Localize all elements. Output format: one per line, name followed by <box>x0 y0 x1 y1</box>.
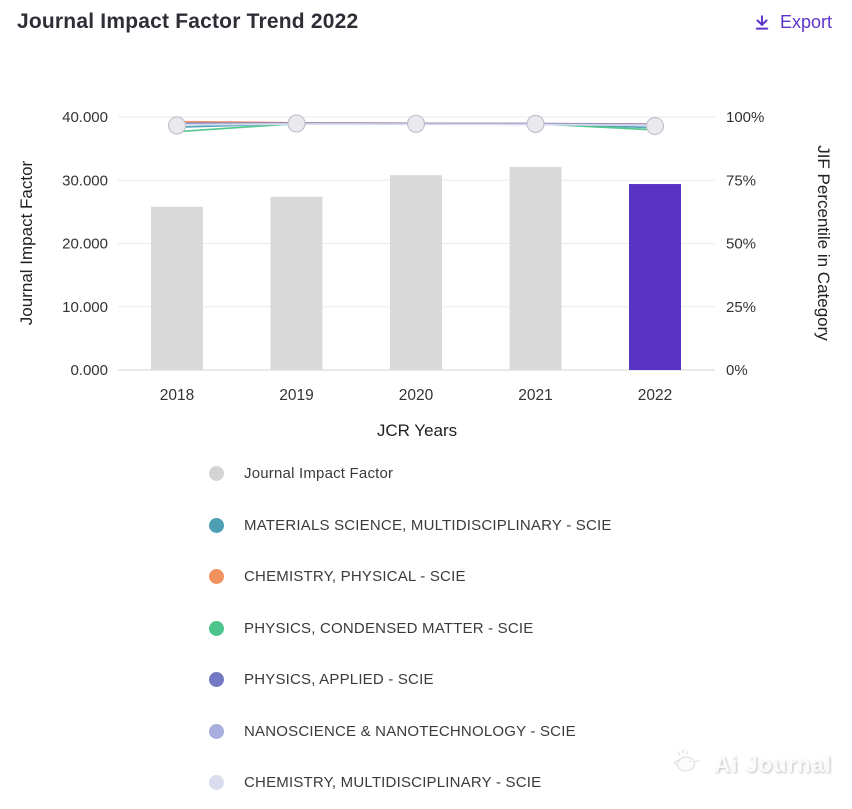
download-icon <box>753 14 771 32</box>
legend-item[interactable]: Journal Impact Factor <box>209 448 612 500</box>
x-axis-title: JCR Years <box>377 421 457 440</box>
year-marker-2018[interactable] <box>167 116 187 135</box>
legend-item[interactable]: CHEMISTRY, PHYSICAL - SCIE <box>209 551 612 603</box>
export-button[interactable]: Export <box>749 10 836 35</box>
jif-bar-2022[interactable] <box>629 184 681 370</box>
right-axis-tick: 75% <box>726 172 756 189</box>
legend-item[interactable]: MATERIALS SCIENCE, MULTIDISCIPLINARY - S… <box>209 500 612 552</box>
watermark-label: Ai Journal <box>714 751 832 777</box>
chart-legend: Journal Impact Factor MATERIALS SCIENCE, … <box>209 448 612 809</box>
right-axis-title: JIF Percentile in Category <box>814 145 833 341</box>
legend-dot <box>209 723 224 739</box>
year-marker-2022[interactable] <box>645 116 665 136</box>
year-marker-2019[interactable] <box>287 114 306 133</box>
x-axis-tick: 2018 <box>160 387 194 404</box>
left-axis-tick: 0.000 <box>70 362 108 379</box>
jif-bar-2018[interactable] <box>151 206 203 370</box>
left-axis-tick: 40.000 <box>62 109 108 126</box>
jif-trend-chart[interactable]: 40.000 30.000 20.000 10.000 0.000 100% 75% 50% 2… <box>0 60 852 452</box>
legend-dot <box>209 620 224 636</box>
left-axis-tick: 10.000 <box>62 299 108 316</box>
legend-dot <box>209 466 224 482</box>
legend-dot <box>209 775 224 791</box>
legend-item[interactable]: PHYSICS, APPLIED - SCIE <box>209 654 612 706</box>
legend-item[interactable]: CHEMISTRY, MULTIDISCIPLINARY - SCIE <box>209 757 612 809</box>
legend-dot <box>209 672 224 688</box>
right-axis-tick: 0% <box>726 362 748 379</box>
year-marker-2021[interactable] <box>526 114 545 133</box>
legend-item[interactable]: NANOSCIENCE & NANOTECHNOLOGY - SCIE <box>209 706 612 758</box>
legend-label: NANOSCIENCE & NANOTECHNOLOGY - SCIE <box>244 722 576 740</box>
legend-label: CHEMISTRY, MULTIDISCIPLINARY - SCIE <box>244 774 542 792</box>
legend-label: PHYSICS, CONDENSED MATTER - SCIE <box>244 619 534 637</box>
left-axis-tick: 30.000 <box>62 172 108 189</box>
jif-bar-2021[interactable] <box>509 166 562 370</box>
x-axis-tick: 2019 <box>279 387 313 404</box>
legend-label: CHEMISTRY, PHYSICAL - SCIE <box>244 568 466 586</box>
page-title: Journal Impact Factor Trend 2022 <box>17 10 359 33</box>
right-axis-tick: 100% <box>726 109 764 126</box>
left-axis-title: Journal Impact Factor <box>17 160 36 325</box>
legend-label: MATERIALS SCIENCE, MULTIDISCIPLINARY - S… <box>244 516 612 534</box>
legend-label: Journal Impact Factor <box>244 465 394 483</box>
right-axis-tick: 25% <box>726 299 756 316</box>
legend-item[interactable]: PHYSICS, CONDENSED MATTER - SCIE <box>209 603 612 655</box>
watermark-bird-icon <box>671 746 707 783</box>
left-axis-tick: 20.000 <box>62 236 108 253</box>
chart-area: 40.000 30.000 20.000 10.000 0.000 100% 75% 50% 2… <box>0 60 852 452</box>
legend-dot <box>209 517 224 533</box>
jif-bar-2019[interactable] <box>270 196 323 370</box>
legend-dot <box>209 569 224 585</box>
x-axis-tick: 2021 <box>518 387 552 404</box>
right-axis-tick: 50% <box>726 236 756 253</box>
watermark: Ai Journal <box>671 746 832 783</box>
year-marker-2020[interactable] <box>406 114 426 133</box>
export-label: Export <box>779 12 832 32</box>
x-axis-tick: 2022 <box>638 387 672 404</box>
jif-bar-2020[interactable] <box>390 175 442 370</box>
header: Journal Impact Factor Trend 2022 Export <box>0 0 852 48</box>
x-axis-tick: 2020 <box>399 387 434 404</box>
legend-label: PHYSICS, APPLIED - SCIE <box>244 671 434 689</box>
